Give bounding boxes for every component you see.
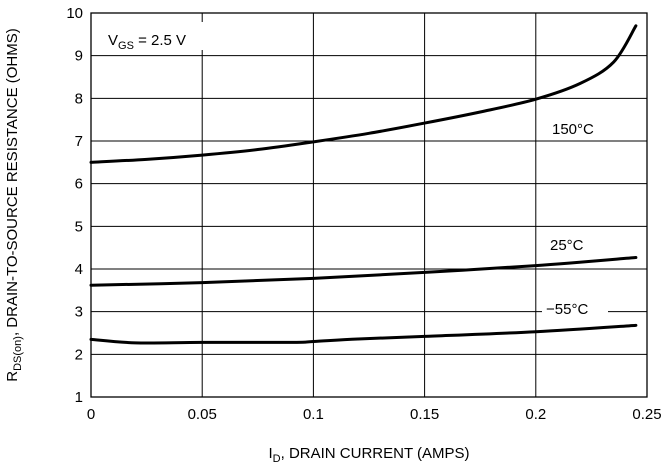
series-line-1 (89, 255, 638, 287)
series-label-backdrop-m55 (542, 296, 608, 320)
y-tick-label: 4 (75, 261, 83, 278)
series-label-backdrop-150 (547, 116, 613, 140)
x-tick-label: 0.1 (303, 406, 324, 423)
condition-backdrop (99, 22, 209, 50)
grid-lines (91, 13, 647, 397)
y-axis-label: RDS(on), DRAIN-TO-SOURCE RESISTANCE (OHM… (4, 28, 24, 381)
y-tick-label: 10 (66, 5, 83, 22)
y-tick-label: 5 (75, 218, 83, 235)
x-tick-label: 0 (87, 406, 95, 423)
y-tick-label: 8 (75, 90, 83, 107)
x-tick-labels: 0 0.05 0.1 0.15 0.2 0.25 (87, 406, 662, 423)
x-tick-label: 0.15 (410, 406, 439, 423)
y-tick-label: 9 (75, 48, 83, 65)
series-line-2 (89, 323, 638, 345)
x-tick-label: 0.05 (188, 406, 217, 423)
x-tick-label: 0.2 (525, 406, 546, 423)
y-tick-label: 7 (75, 133, 83, 150)
y-tick-label: 6 (75, 176, 83, 193)
series-label-25c: 25°C (550, 237, 584, 254)
x-axis-label: ID, DRAIN CURRENT (AMPS) (268, 445, 469, 465)
y-tick-labels: 1 2 3 4 5 6 7 8 9 10 (66, 5, 83, 406)
y-tick-label: 1 (75, 389, 83, 406)
series-curves (89, 24, 638, 345)
y-tick-label: 2 (75, 346, 83, 363)
series-line-0 (89, 24, 638, 164)
x-tick-label: 0.25 (632, 406, 661, 423)
series-label-minus55c: −55°C (546, 301, 588, 318)
series-label-backdrop-25 (545, 232, 601, 256)
series-label-150c: 150°C (552, 121, 594, 138)
condition-label: VGS = 2.5 V (108, 32, 186, 52)
plot-frame (90, 12, 648, 398)
y-tick-label: 3 (75, 304, 83, 321)
